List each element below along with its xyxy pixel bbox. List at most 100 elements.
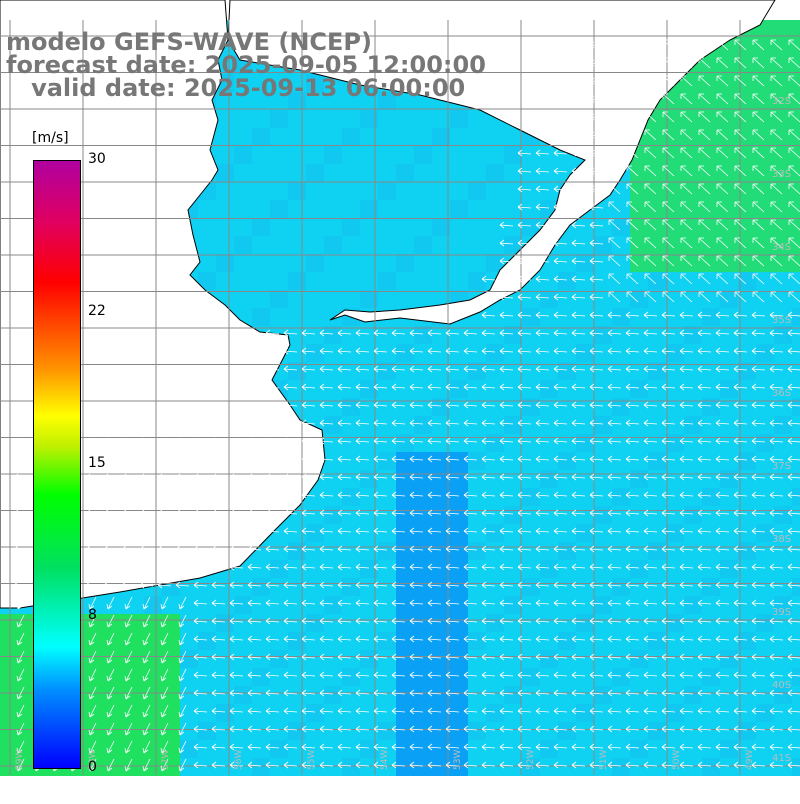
wind-cell <box>288 254 306 272</box>
wind-arrow <box>319 581 334 589</box>
wind-cell <box>468 272 486 290</box>
wind-arrow <box>626 219 639 231</box>
wind-cell <box>414 506 432 524</box>
wind-cell <box>342 92 360 110</box>
wind-cell <box>522 182 540 200</box>
wind-arrow <box>427 491 442 499</box>
wind-cell <box>756 182 774 200</box>
wind-arrow <box>301 581 316 589</box>
wind-arrow <box>535 707 550 715</box>
wind-cell <box>90 686 108 704</box>
wind-cell <box>306 182 324 200</box>
wind-arrow <box>661 419 676 427</box>
wind-arrow <box>535 239 550 247</box>
wind-cell <box>396 470 414 488</box>
wind-cell <box>666 632 684 650</box>
wind-cell <box>342 344 360 362</box>
wind-cell <box>630 506 648 524</box>
wind-arrow <box>301 527 316 535</box>
wind-arrow <box>751 617 766 625</box>
wind-cell <box>450 686 468 704</box>
wind-arrow <box>85 419 100 427</box>
wind-arrow <box>445 563 460 571</box>
wind-arrow <box>788 39 800 51</box>
wind-cell <box>216 236 234 254</box>
wind-arrow <box>13 473 28 481</box>
wind-cell <box>612 308 630 326</box>
wind-cell <box>702 686 720 704</box>
wind-arrow <box>698 111 711 123</box>
wind-arrow <box>301 347 316 355</box>
wind-cell <box>792 218 800 236</box>
wind-arrow <box>211 545 226 553</box>
wind-arrow <box>571 293 586 301</box>
wind-arrow <box>697 635 712 643</box>
wind-arrow <box>661 491 676 499</box>
wind-arrow <box>283 725 298 733</box>
wind-cell <box>684 200 702 218</box>
wind-cell <box>270 560 288 578</box>
wind-arrow <box>751 437 766 445</box>
wind-arrow <box>517 347 532 355</box>
wind-cell <box>648 758 666 776</box>
wind-cell <box>702 74 720 92</box>
colorbar-tick-15: 15 <box>88 455 106 471</box>
wind-cell <box>630 560 648 578</box>
wind-cell <box>360 632 378 650</box>
wind-arrow <box>625 635 640 643</box>
wind-arrow <box>734 75 747 87</box>
wind-arrow <box>517 743 532 751</box>
wind-cell <box>450 578 468 596</box>
wind-arrow <box>391 725 406 733</box>
wind-arrow <box>88 596 97 610</box>
wind-arrow <box>427 617 442 625</box>
wind-cell <box>396 110 414 128</box>
wind-cell <box>666 542 684 560</box>
wind-arrow <box>85 581 100 589</box>
wind-cell <box>450 452 468 470</box>
wind-arrow <box>787 761 800 769</box>
wind-arrow <box>535 311 550 319</box>
wind-cell <box>576 470 594 488</box>
wind-cell <box>450 650 468 668</box>
wind-arrow <box>178 614 187 628</box>
wind-cell <box>216 110 234 128</box>
wind-arrow <box>535 347 550 355</box>
wind-arrow <box>175 419 190 427</box>
wind-arrow <box>124 668 133 682</box>
wind-cell <box>252 704 270 722</box>
wind-arrow <box>124 704 133 718</box>
wind-cell <box>414 488 432 506</box>
wind-arrow <box>355 671 370 679</box>
wind-cell <box>252 650 270 668</box>
wind-arrow <box>607 545 622 553</box>
wind-cell <box>684 362 702 380</box>
wind-arrow <box>607 455 622 463</box>
wind-arrow <box>517 635 532 643</box>
wind-cell <box>702 200 720 218</box>
wind-cell <box>468 704 486 722</box>
wind-cell <box>342 722 360 740</box>
wind-cell <box>702 398 720 416</box>
wind-cell <box>324 668 342 686</box>
wind-arrow <box>283 635 298 643</box>
wind-cell <box>684 506 702 524</box>
wind-cell <box>648 614 666 632</box>
wind-arrow <box>535 185 550 193</box>
wind-cell <box>666 128 684 146</box>
wind-arrow <box>517 401 532 409</box>
wind-arrow <box>752 111 765 123</box>
wind-cell <box>252 722 270 740</box>
wind-cell <box>342 686 360 704</box>
wind-cell <box>612 650 630 668</box>
wind-cell <box>522 218 540 236</box>
wind-arrow <box>517 509 532 517</box>
wind-cell <box>450 542 468 560</box>
wind-cell <box>198 704 216 722</box>
wind-cell <box>720 164 738 182</box>
wind-cell <box>756 524 774 542</box>
wind-cell <box>594 686 612 704</box>
wind-arrow <box>553 419 568 427</box>
wind-cell <box>360 668 378 686</box>
